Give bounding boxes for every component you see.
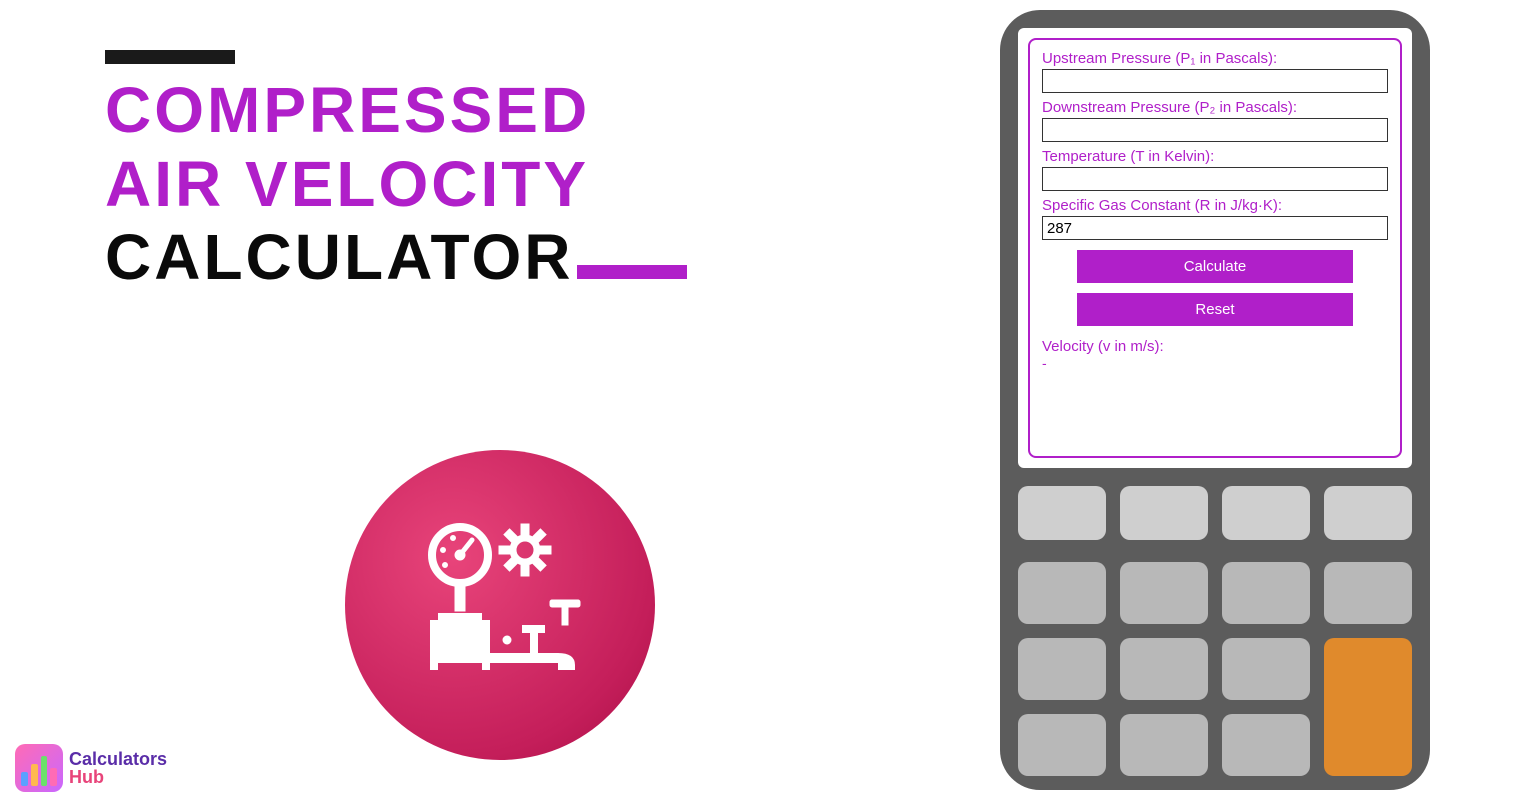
upstream-pressure-input[interactable]	[1042, 69, 1388, 93]
temperature-input[interactable]	[1042, 167, 1388, 191]
logo-bar	[50, 768, 57, 786]
keypad-key[interactable]	[1018, 562, 1106, 624]
keypad-key[interactable]	[1324, 486, 1412, 540]
keypad-key[interactable]	[1324, 562, 1412, 624]
brand-logo: Calculators Hub	[15, 744, 167, 792]
keypad-key[interactable]	[1120, 562, 1208, 624]
keypad-key[interactable]	[1018, 486, 1106, 540]
logo-bar	[41, 756, 48, 786]
result-value: -	[1042, 355, 1388, 371]
keypad-key[interactable]	[1222, 638, 1310, 700]
pipe-gauge-icon	[400, 505, 600, 705]
calculator-device: Upstream Pressure (P₁ in Pascals): Downs…	[1000, 10, 1430, 790]
calculate-button[interactable]: Calculate	[1077, 250, 1354, 283]
logo-bar	[31, 764, 38, 786]
logo-word-2: Hub	[69, 768, 167, 786]
result-label: Velocity (v in m/s):	[1042, 338, 1388, 355]
keypad-key[interactable]	[1222, 486, 1310, 540]
calculator-screen: Upstream Pressure (P₁ in Pascals): Downs…	[1018, 28, 1412, 468]
logo-icon	[15, 744, 63, 792]
title-top-accent-bar	[105, 50, 235, 64]
keypad-key[interactable]	[1120, 486, 1208, 540]
gas-constant-input[interactable]	[1042, 216, 1388, 240]
keypad-key[interactable]	[1120, 638, 1208, 700]
keypad-key[interactable]	[1222, 562, 1310, 624]
logo-bar	[21, 772, 28, 786]
pipe-gauge-badge	[345, 450, 655, 760]
logo-text: Calculators Hub	[69, 750, 167, 786]
keypad-key[interactable]	[1018, 638, 1106, 700]
title-line-3: Calculator	[105, 221, 573, 293]
keypad-key[interactable]	[1222, 714, 1310, 776]
downstream-pressure-label: Downstream Pressure (P₂ in Pascals):	[1042, 99, 1388, 116]
form-panel: Upstream Pressure (P₁ in Pascals): Downs…	[1028, 38, 1402, 458]
title-block: Compressed Air Velocity Calculator	[105, 50, 687, 295]
keypad-key[interactable]	[1120, 714, 1208, 776]
keypad-equals-key[interactable]	[1324, 638, 1412, 776]
title-bottom-accent-bar	[577, 265, 687, 279]
downstream-pressure-input[interactable]	[1042, 118, 1388, 142]
temperature-label: Temperature (T in Kelvin):	[1042, 148, 1388, 165]
gas-constant-label: Specific Gas Constant (R in J/kg·K):	[1042, 197, 1388, 214]
reset-button[interactable]: Reset	[1077, 293, 1354, 326]
keypad-key[interactable]	[1018, 714, 1106, 776]
title-line-2: Air Velocity	[105, 148, 687, 222]
keypad	[1018, 486, 1412, 776]
logo-word-1: Calculators	[69, 750, 167, 768]
upstream-pressure-label: Upstream Pressure (P₁ in Pascals):	[1042, 50, 1388, 67]
title-line-1: Compressed	[105, 74, 687, 148]
